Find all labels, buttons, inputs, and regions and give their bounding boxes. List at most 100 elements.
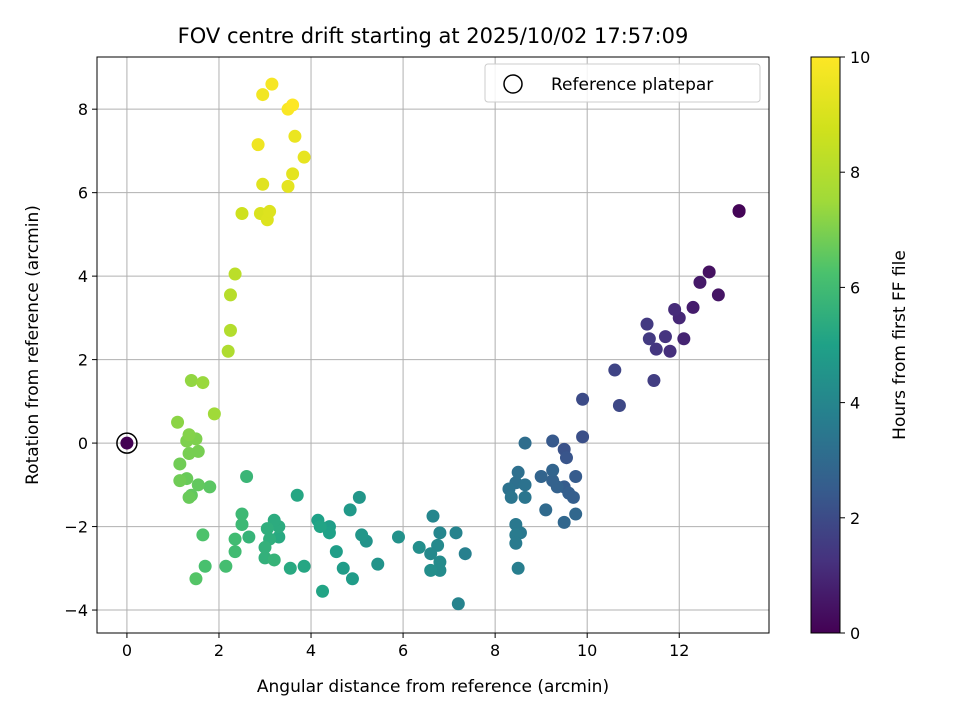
scatter-point (433, 563, 447, 577)
y-tick-label: 0 (78, 434, 88, 453)
scatter-point (511, 465, 525, 479)
scatter-point (297, 150, 311, 164)
scatter-point (686, 300, 700, 314)
x-tick-label: 0 (122, 641, 132, 660)
reference-marker-circle (116, 432, 138, 454)
colorbar-frame (810, 56, 841, 634)
scatter-point (539, 503, 553, 517)
scatter-point (642, 332, 656, 346)
legend-entry-reference: Reference platepar (551, 75, 713, 95)
scatter-point (546, 434, 560, 448)
legend-box (484, 63, 761, 103)
scatter-point (265, 77, 279, 91)
scatter-point (316, 584, 330, 598)
scatter-point (546, 463, 560, 477)
legend: Reference platepar (484, 63, 761, 103)
scatter-point (288, 129, 302, 143)
x-tick-label: 10 (577, 641, 597, 660)
y-tick-label: 2 (78, 351, 88, 370)
chart-title: FOV centre drift starting at 2025/10/02 … (178, 24, 689, 48)
y-tick-label: 8 (78, 100, 88, 119)
colorbar-tick-label: 10 (850, 48, 870, 67)
scatter-point (322, 526, 336, 540)
scatter-point (371, 557, 385, 571)
scatter-point (228, 267, 242, 281)
colorbar-label: Hours from first FF file (890, 250, 910, 440)
scatter-point (196, 376, 210, 390)
scatter-point (242, 530, 256, 544)
scatter-point (198, 559, 212, 573)
scatter-point (235, 517, 249, 531)
scatter-point (286, 98, 300, 112)
x-tick-label: 4 (306, 641, 316, 660)
scatter-point (184, 373, 198, 387)
scatter-point (355, 528, 369, 542)
y-tick-label: −2 (64, 518, 88, 537)
scatter-point (649, 342, 663, 356)
scatter-point (458, 547, 472, 561)
scatter-point (182, 490, 196, 504)
colorbar-ticks: 0 2 4 6 8 10 (840, 48, 870, 643)
scatter-point (286, 167, 300, 181)
scatter-point (534, 469, 548, 483)
colorbar-tick-label: 8 (850, 163, 860, 182)
scatter-point (228, 532, 242, 546)
grid-lines (97, 57, 769, 633)
scatter-point (173, 474, 187, 488)
scatter-point (260, 522, 274, 536)
scatter-point (569, 507, 583, 521)
scatter-point (424, 547, 438, 561)
scatter-point (258, 540, 272, 554)
scatter-point (263, 204, 277, 218)
scatter-point (221, 344, 235, 358)
scatter-point (256, 177, 270, 191)
scatter-point (290, 488, 304, 502)
x-tick-label: 6 (398, 641, 408, 660)
reference-point (120, 436, 134, 450)
scatter-point (343, 503, 357, 517)
scatter-point (182, 447, 196, 461)
scatter-point (313, 520, 327, 534)
scatter-point (352, 490, 366, 504)
scatter-point (196, 528, 210, 542)
scatter-point (702, 265, 716, 279)
scatter-point (424, 563, 438, 577)
y-axis-label: Rotation from reference (arcmin) (23, 205, 43, 485)
colorbar-tick-label: 4 (850, 394, 860, 413)
x-tick-label: 2 (214, 641, 224, 660)
scatter-point (546, 474, 560, 488)
scatter-point (518, 490, 532, 504)
x-axis-ticks: 0 2 4 6 8 10 12 (122, 633, 689, 660)
x-tick-label: 8 (490, 641, 500, 660)
scatter-point (612, 399, 626, 413)
scatter-point (329, 545, 343, 559)
reference-layer (116, 432, 138, 454)
scatter-point (256, 88, 270, 102)
scatter-point (412, 540, 426, 554)
scatter-point (240, 469, 254, 483)
scatter-point (511, 561, 525, 575)
scatter-point (732, 204, 746, 218)
scatter-point (297, 559, 311, 573)
scatter-point (647, 373, 661, 387)
plot-area: 0 2 4 6 8 10 12 −4 −2 0 2 4 6 8 (64, 56, 770, 660)
x-axis-label: Angular distance from reference (arcmin) (257, 677, 609, 697)
scatter-point (219, 559, 233, 573)
scatter-point (509, 536, 523, 550)
scatter-point (336, 561, 350, 575)
scatter-point (345, 572, 359, 586)
colorbar-gradient (811, 57, 840, 633)
scatter-point (191, 478, 205, 492)
scatter-point (557, 515, 571, 529)
y-axis-ticks: −4 −2 0 2 4 6 8 (64, 100, 97, 620)
scatter-point (223, 288, 237, 302)
scatter-point (668, 303, 682, 317)
scatter-point (663, 344, 677, 358)
scatter-point (640, 317, 654, 331)
x-tick-label: 12 (669, 641, 689, 660)
scatter-point (449, 526, 463, 540)
scatter-point (576, 430, 590, 444)
scatter-point (608, 363, 622, 377)
scatter-point (658, 330, 672, 344)
y-tick-label: 6 (78, 184, 88, 203)
